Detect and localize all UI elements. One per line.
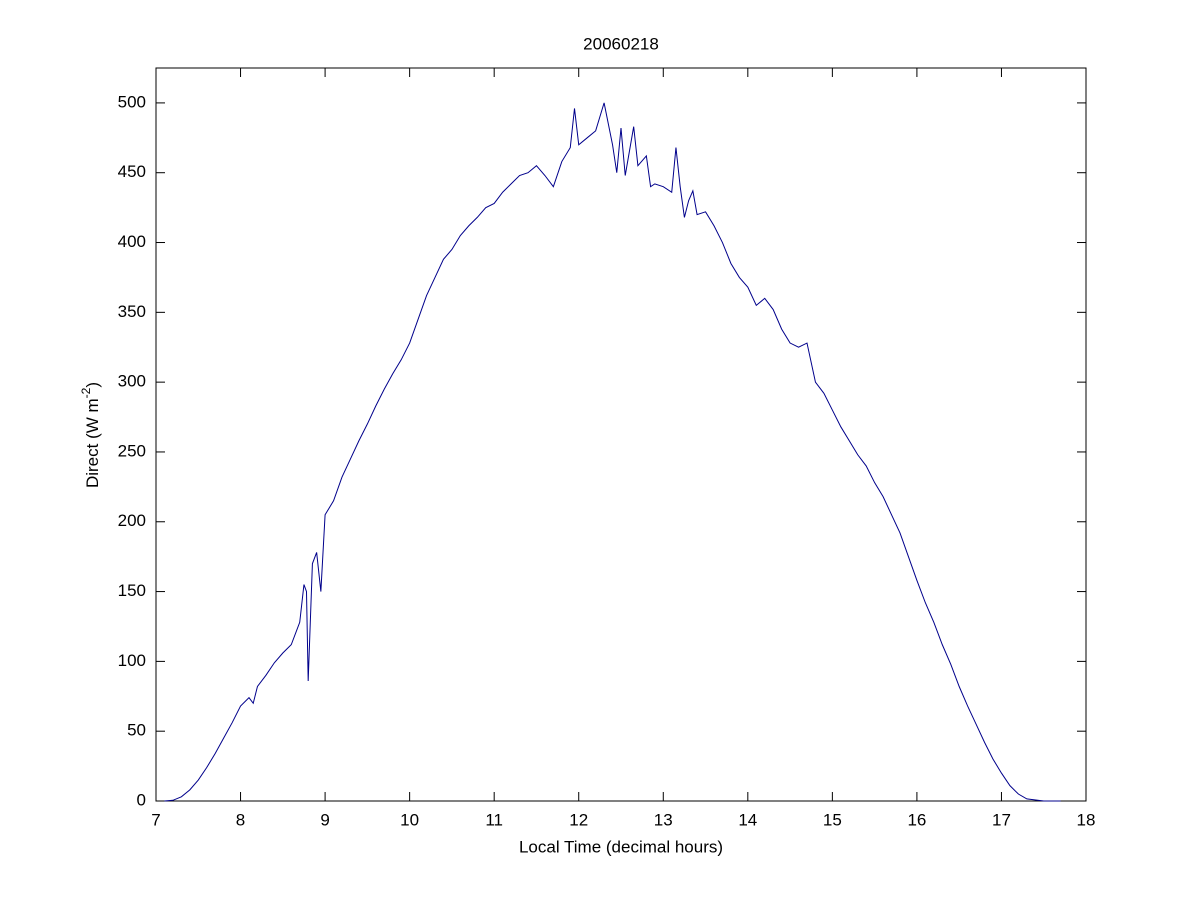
y-tick-label: 50 [127,721,146,740]
x-tick-label: 18 [1077,810,1096,829]
x-tick-label: 9 [320,810,329,829]
plot-area [155,67,1087,802]
y-label-text: Direct (W m [83,398,102,488]
x-tick-label: 16 [907,810,926,829]
y-label-suffix: ) [83,382,102,388]
y-tick-label: 300 [118,372,146,391]
x-tick-label: 17 [992,810,1011,829]
y-label-sup: -2 [79,387,93,398]
x-tick-label: 11 [485,810,503,829]
x-tick-label: 8 [236,810,245,829]
chart-title: 20060218 [583,34,659,53]
y-tick-label: 450 [118,162,146,181]
y-tick-label: 250 [118,441,146,460]
y-tick-label: 500 [118,92,146,111]
y-tick-label: 100 [118,651,146,670]
y-axis-label: Direct (W m-2) [79,382,102,488]
y-tick-label: 350 [118,302,146,321]
x-tick-label: 10 [400,810,419,829]
x-axis-label: Local Time (decimal hours) [519,837,723,856]
data-line [164,102,1061,802]
y-tick-label: 150 [118,581,146,600]
x-tick-label: 12 [569,810,588,829]
x-tick-label: 15 [823,810,842,829]
x-tick-label: 14 [738,810,757,829]
x-tick-label: 7 [151,810,160,829]
x-tick-label: 13 [654,810,673,829]
y-tick-label: 0 [137,790,146,809]
y-tick-label: 400 [118,232,146,251]
y-tick-label: 200 [118,511,146,530]
